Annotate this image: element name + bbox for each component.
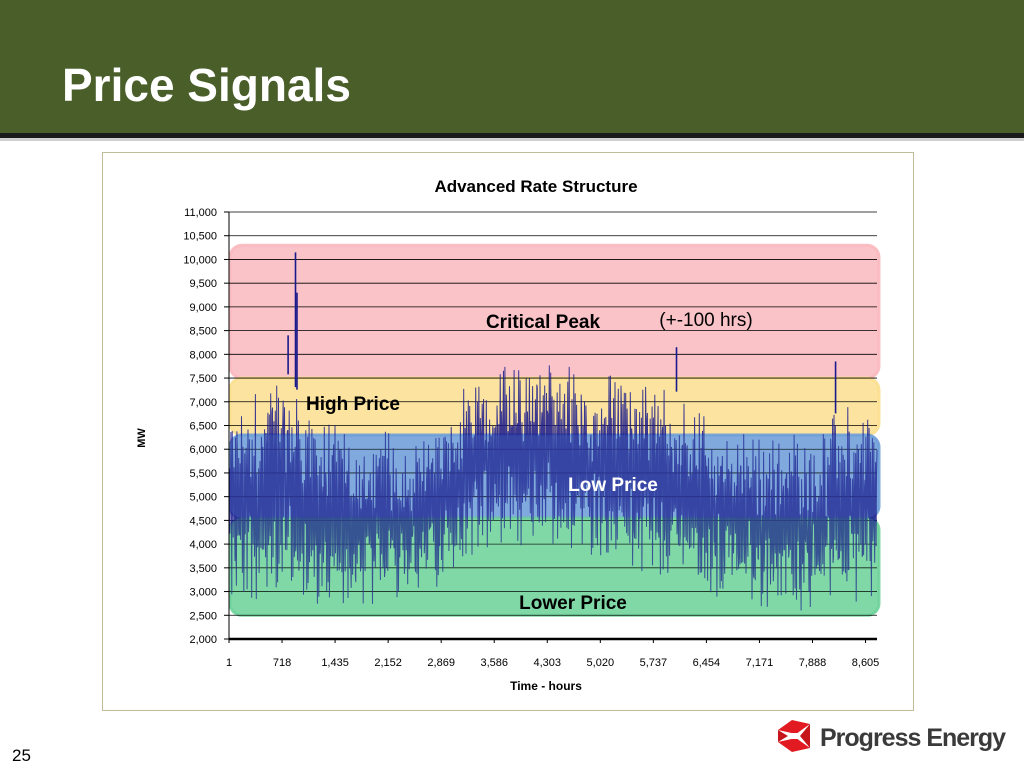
y-tick-label: 2,000 <box>189 634 217 646</box>
x-tick-label: 6,454 <box>693 657 721 669</box>
band-label-lower-price: Lower Price <box>519 593 627 614</box>
y-tick-label: 8,000 <box>189 349 217 361</box>
y-tick-label: 6,500 <box>189 421 217 433</box>
line-chart: Advanced Rate Structure 2,000 2,500 3,000 3,… <box>136 177 881 693</box>
chart-title: Advanced Rate Structure <box>434 177 637 196</box>
x-tick-label: 5,020 <box>587 657 615 669</box>
x-tick-label: 7,171 <box>746 657 774 669</box>
x-tick-label: 2,152 <box>374 657 402 669</box>
band-low-price-overlay <box>230 434 879 519</box>
x-tick-label: 4,303 <box>534 657 562 669</box>
band-label-critical-peak: Critical Peak <box>486 312 600 333</box>
header-rule <box>0 133 1024 138</box>
y-tick-label: 9,000 <box>189 302 217 314</box>
x-tick-label: 718 <box>273 657 291 669</box>
y-tick-label: 6,000 <box>189 444 217 456</box>
progress-energy-logo-icon <box>778 720 810 752</box>
x-tick-label: 3,586 <box>480 657 508 669</box>
slide-header <box>0 0 1024 133</box>
critical-peak-note: (+-100 hrs) <box>659 310 752 331</box>
y-tick-label: 9,500 <box>189 278 217 290</box>
band-label-low-price: Low Price <box>568 475 658 496</box>
y-axis-label: MW <box>136 428 148 448</box>
x-tick-label: 2,869 <box>427 657 455 669</box>
page-number: 25 <box>12 746 31 765</box>
y-tick-label: 2,500 <box>189 610 217 622</box>
y-tick-label: 7,000 <box>189 397 217 409</box>
y-tick-label: 5,500 <box>189 468 217 480</box>
y-tick-label: 10,500 <box>183 231 217 243</box>
x-tick-label: 7,888 <box>799 657 827 669</box>
y-tick-label: 5,000 <box>189 492 217 504</box>
x-tick-label: 1 <box>226 657 232 669</box>
y-tick-label: 4,000 <box>189 539 217 551</box>
y-tick-label: 11,000 <box>184 207 217 219</box>
x-axis-label: Time - hours <box>510 679 582 693</box>
slide-title: Price Signals <box>62 59 351 111</box>
series-line <box>228 365 878 611</box>
y-tick-label: 8,500 <box>189 326 217 338</box>
y-tick-label: 3,000 <box>189 587 217 599</box>
y-tick-label: 7,500 <box>189 373 217 385</box>
x-tick-label: 8,605 <box>852 657 880 669</box>
band-label-high-price: High Price <box>306 394 400 415</box>
band-lower-price-overlay <box>230 518 879 616</box>
x-tick-label: 1,435 <box>321 657 349 669</box>
logo-text: Progress Energy <box>820 724 1006 752</box>
company-logo: Progress Energy <box>774 716 1006 760</box>
x-tick-label: 5,737 <box>640 657 668 669</box>
chart-frame: Advanced Rate Structure 2,000 2,500 3,000 3,… <box>102 152 914 711</box>
y-tick-label: 3,500 <box>189 563 217 575</box>
y-tick-label: 10,000 <box>183 254 217 266</box>
y-tick-label: 4,500 <box>189 515 217 527</box>
header-shadow <box>0 138 1024 141</box>
